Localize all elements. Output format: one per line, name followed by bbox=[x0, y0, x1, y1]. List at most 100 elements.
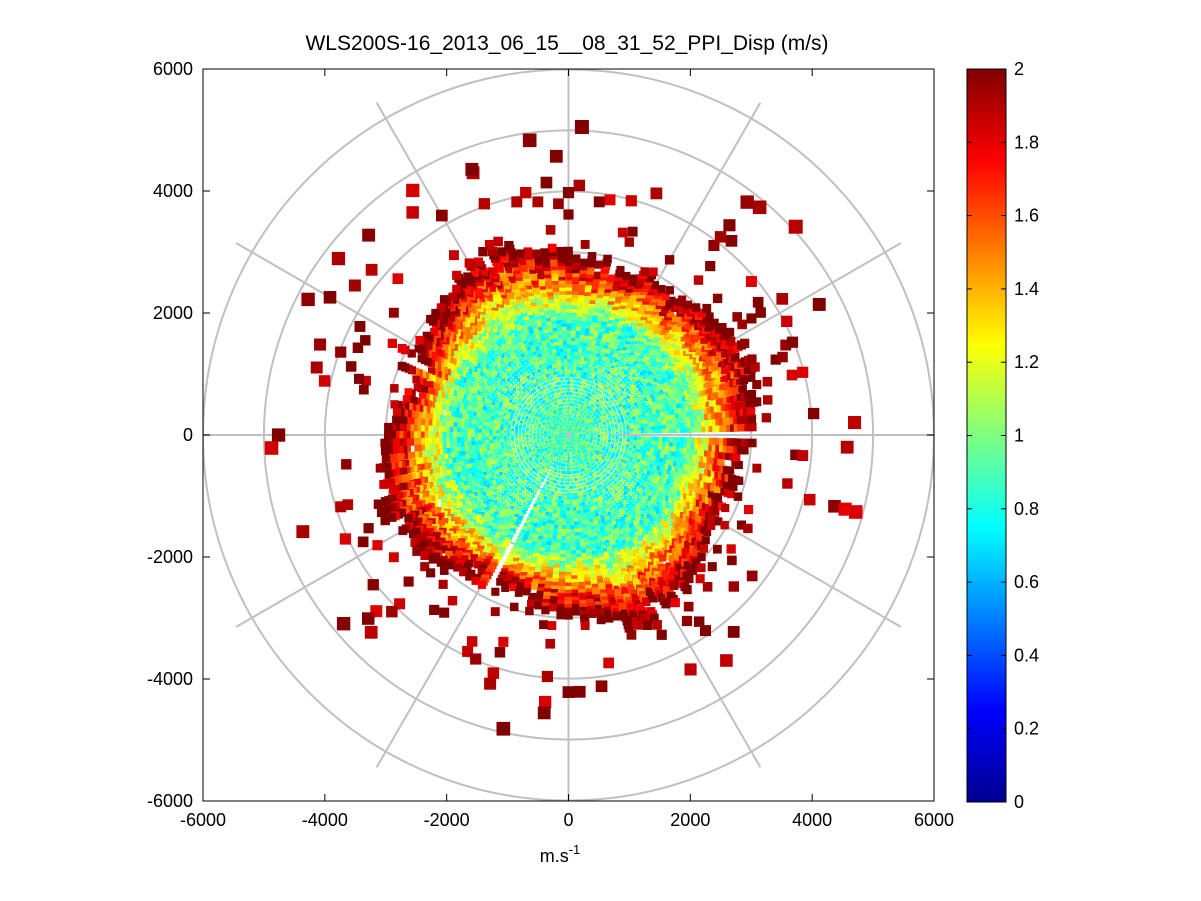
data-cell bbox=[447, 463, 454, 470]
data-cell bbox=[612, 416, 616, 420]
data-cell bbox=[590, 290, 597, 297]
data-cell bbox=[587, 304, 594, 311]
data-cell bbox=[577, 393, 581, 397]
data-cell bbox=[552, 387, 556, 390]
data-cell bbox=[710, 318, 719, 328]
data-cell bbox=[516, 492, 521, 497]
data-cell bbox=[493, 236, 503, 247]
data-cell bbox=[616, 378, 621, 383]
data-cell bbox=[447, 313, 456, 322]
data-cell bbox=[537, 524, 542, 530]
data-cell bbox=[655, 380, 661, 386]
data-cell bbox=[544, 472, 548, 476]
data-cell bbox=[447, 389, 454, 396]
data-cell bbox=[797, 366, 809, 378]
data-cell bbox=[639, 417, 643, 421]
data-cell bbox=[523, 421, 527, 425]
data-cell bbox=[458, 471, 464, 477]
data-cell bbox=[557, 397, 561, 400]
data-cell bbox=[466, 391, 473, 397]
data-cell bbox=[510, 353, 516, 359]
data-cell bbox=[576, 381, 580, 385]
data-cell bbox=[500, 338, 506, 344]
data-cell bbox=[473, 394, 479, 400]
data-cell bbox=[560, 310, 567, 317]
data-cell bbox=[643, 388, 648, 393]
data-cell bbox=[639, 370, 645, 376]
data-cell bbox=[517, 415, 521, 419]
data-cell bbox=[452, 270, 462, 280]
data-cell bbox=[545, 338, 551, 344]
data-cell bbox=[516, 383, 521, 387]
data-cell bbox=[625, 423, 629, 427]
data-cell bbox=[462, 404, 468, 410]
data-cell bbox=[466, 368, 472, 375]
data-cell bbox=[537, 305, 544, 312]
data-cell bbox=[584, 384, 588, 388]
data-cell bbox=[593, 375, 597, 380]
data-cell bbox=[535, 488, 539, 492]
data-cell bbox=[429, 449, 437, 457]
data-cell bbox=[662, 370, 668, 377]
data-cell bbox=[574, 374, 578, 378]
data-cell bbox=[503, 495, 508, 501]
data-cell bbox=[449, 452, 455, 459]
data-cell bbox=[570, 329, 576, 335]
data-cell bbox=[441, 415, 448, 422]
data-cell bbox=[701, 401, 709, 408]
data-cell bbox=[512, 408, 516, 412]
data-cell bbox=[708, 240, 720, 251]
data-cell bbox=[623, 413, 627, 417]
data-cell bbox=[523, 506, 528, 511]
data-cell bbox=[611, 374, 616, 378]
data-cell bbox=[525, 543, 531, 549]
data-cell bbox=[620, 399, 624, 403]
data-cell bbox=[549, 384, 553, 388]
data-cell bbox=[509, 583, 517, 592]
data-cell bbox=[547, 372, 552, 377]
data-cell bbox=[414, 444, 422, 452]
data-cell bbox=[511, 196, 523, 208]
data-cell bbox=[520, 409, 524, 413]
data-cell bbox=[466, 436, 472, 442]
data-cell bbox=[690, 426, 697, 433]
data-cell bbox=[419, 392, 427, 400]
data-cell bbox=[725, 327, 735, 337]
data-cell bbox=[442, 404, 449, 411]
data-cell bbox=[387, 512, 397, 522]
data-cell bbox=[534, 483, 538, 487]
data-cell bbox=[477, 432, 482, 438]
data-cell bbox=[492, 409, 497, 414]
data-cell bbox=[552, 288, 560, 296]
data-cell bbox=[450, 406, 456, 413]
data-cell bbox=[577, 348, 582, 353]
data-cell bbox=[646, 395, 652, 400]
data-cell bbox=[510, 602, 519, 612]
data-cell bbox=[541, 470, 545, 474]
data-cell bbox=[565, 395, 569, 399]
data-cell bbox=[519, 352, 525, 358]
data-cell bbox=[497, 420, 501, 425]
data-cell bbox=[435, 390, 442, 398]
data-cell bbox=[562, 377, 566, 381]
data-cell bbox=[504, 537, 511, 544]
data-cell bbox=[459, 388, 466, 394]
data-cell bbox=[565, 295, 572, 302]
data-cell bbox=[575, 325, 581, 331]
data-cell bbox=[628, 419, 633, 423]
data-cell bbox=[522, 431, 525, 435]
data-cell bbox=[447, 474, 454, 481]
data-cell bbox=[535, 475, 539, 479]
data-cell bbox=[502, 388, 507, 393]
data-cell bbox=[690, 421, 697, 428]
data-cell bbox=[473, 470, 479, 476]
data-cell bbox=[525, 305, 532, 312]
data-cell bbox=[498, 414, 503, 419]
data-cell bbox=[608, 342, 614, 347]
data-cell bbox=[452, 467, 459, 474]
data-cell bbox=[471, 366, 478, 373]
data-cell bbox=[617, 419, 621, 423]
data-cell bbox=[812, 298, 826, 311]
data-cell bbox=[747, 390, 757, 399]
data-cell bbox=[602, 355, 607, 360]
